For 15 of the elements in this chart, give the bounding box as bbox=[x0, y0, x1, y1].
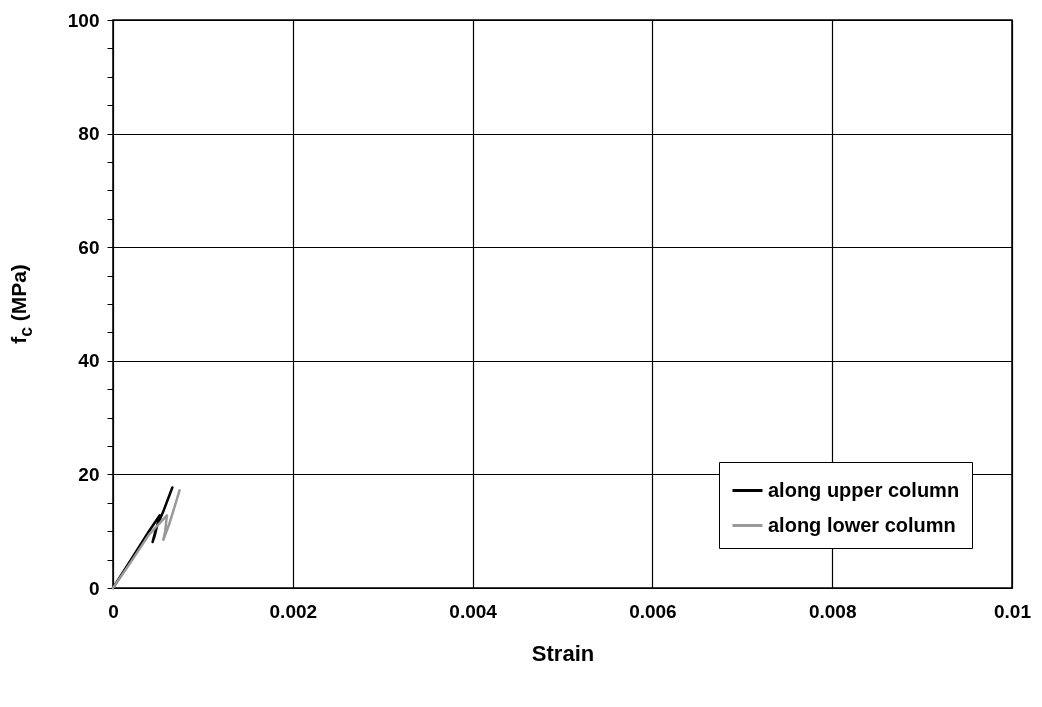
x-tick-label: 0.008 bbox=[808, 600, 857, 622]
y-tick-label: 100 bbox=[67, 9, 100, 31]
y-tick-label: 0 bbox=[88, 577, 100, 599]
x-tick-label: 0.006 bbox=[629, 600, 677, 622]
y-tick-label: 40 bbox=[78, 350, 100, 372]
y-tick-label: 20 bbox=[78, 463, 100, 485]
legend-label: along lower column bbox=[768, 513, 956, 536]
x-axis-title: Strain bbox=[531, 640, 595, 666]
x-tick-label: 0.004 bbox=[449, 600, 498, 622]
x-tick-label: 0 bbox=[108, 600, 119, 622]
x-tick-label: 0.002 bbox=[269, 600, 318, 622]
y-tick-label: 60 bbox=[78, 236, 100, 258]
y-tick-label: 80 bbox=[78, 123, 100, 145]
legend-label: along upper column bbox=[768, 478, 960, 501]
x-tick-label: 0.01 bbox=[994, 600, 1032, 622]
